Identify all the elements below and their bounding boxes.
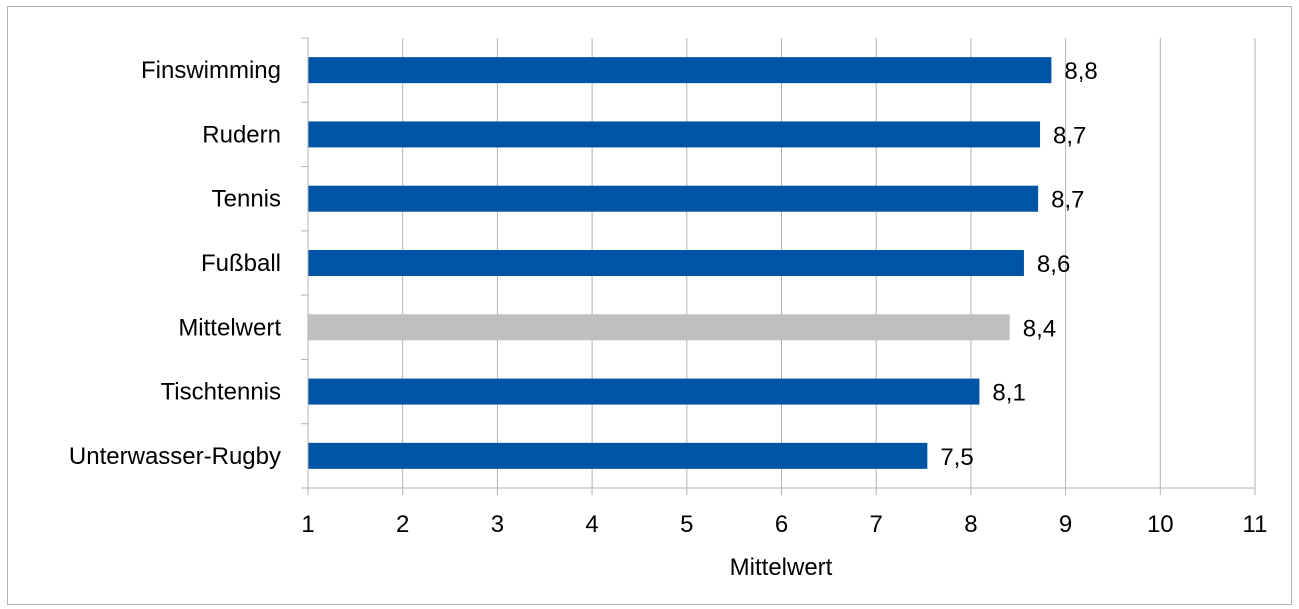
- x-tick-label: 8: [964, 511, 977, 538]
- category-label: Rudern: [202, 121, 281, 148]
- x-tick-label: 11: [1243, 511, 1268, 538]
- x-tick-label: 1: [301, 511, 314, 538]
- value-labels: 8,8 8,7 8,7 8,6 8,4 8,1 7,5: [940, 58, 1097, 471]
- x-tick-label: 7: [870, 511, 883, 538]
- gridlines: [402, 38, 1256, 488]
- bar: [308, 57, 1052, 84]
- value-label: 8,7: [1053, 122, 1086, 149]
- chart-frame: [7, 6, 1292, 605]
- x-tick-labels: 1 2 3 4 5 6 7 8 9 10 11: [301, 511, 1267, 538]
- x-tick-label: 3: [491, 511, 504, 538]
- bar: [308, 378, 980, 405]
- x-tick-label: 6: [775, 511, 788, 538]
- value-label: 8,7: [1051, 187, 1084, 214]
- x-axis-title: Mittelwert: [730, 554, 833, 581]
- bar: [308, 121, 1041, 148]
- value-label: 8,1: [992, 380, 1025, 407]
- x-tick-label: 4: [585, 511, 598, 538]
- bars: [308, 57, 1052, 469]
- x-tick-label: 9: [1059, 511, 1072, 538]
- category-label: Mittelwert: [178, 314, 281, 341]
- category-labels: Finswimming Rudern Tennis Fußball Mittelwert…: [69, 57, 281, 470]
- bar: [308, 250, 1024, 276]
- x-tick-label: 2: [396, 511, 409, 538]
- value-label: 8,6: [1037, 251, 1070, 278]
- bar: [308, 314, 1010, 341]
- category-label: Tischtennis: [161, 379, 282, 406]
- bar: [308, 442, 928, 469]
- category-label: Unterwasser-Rugby: [69, 443, 281, 470]
- category-label: Fußball: [201, 250, 281, 277]
- bar: [308, 185, 1039, 212]
- x-tick-label: 10: [1147, 511, 1174, 538]
- category-label: Finswimming: [141, 57, 281, 84]
- value-label: 7,5: [940, 444, 973, 471]
- value-label: 8,8: [1064, 58, 1097, 85]
- category-label: Tennis: [212, 186, 281, 213]
- axes: [301, 37, 1256, 495]
- value-label: 8,4: [1023, 315, 1056, 342]
- x-tick-label: 5: [680, 511, 693, 538]
